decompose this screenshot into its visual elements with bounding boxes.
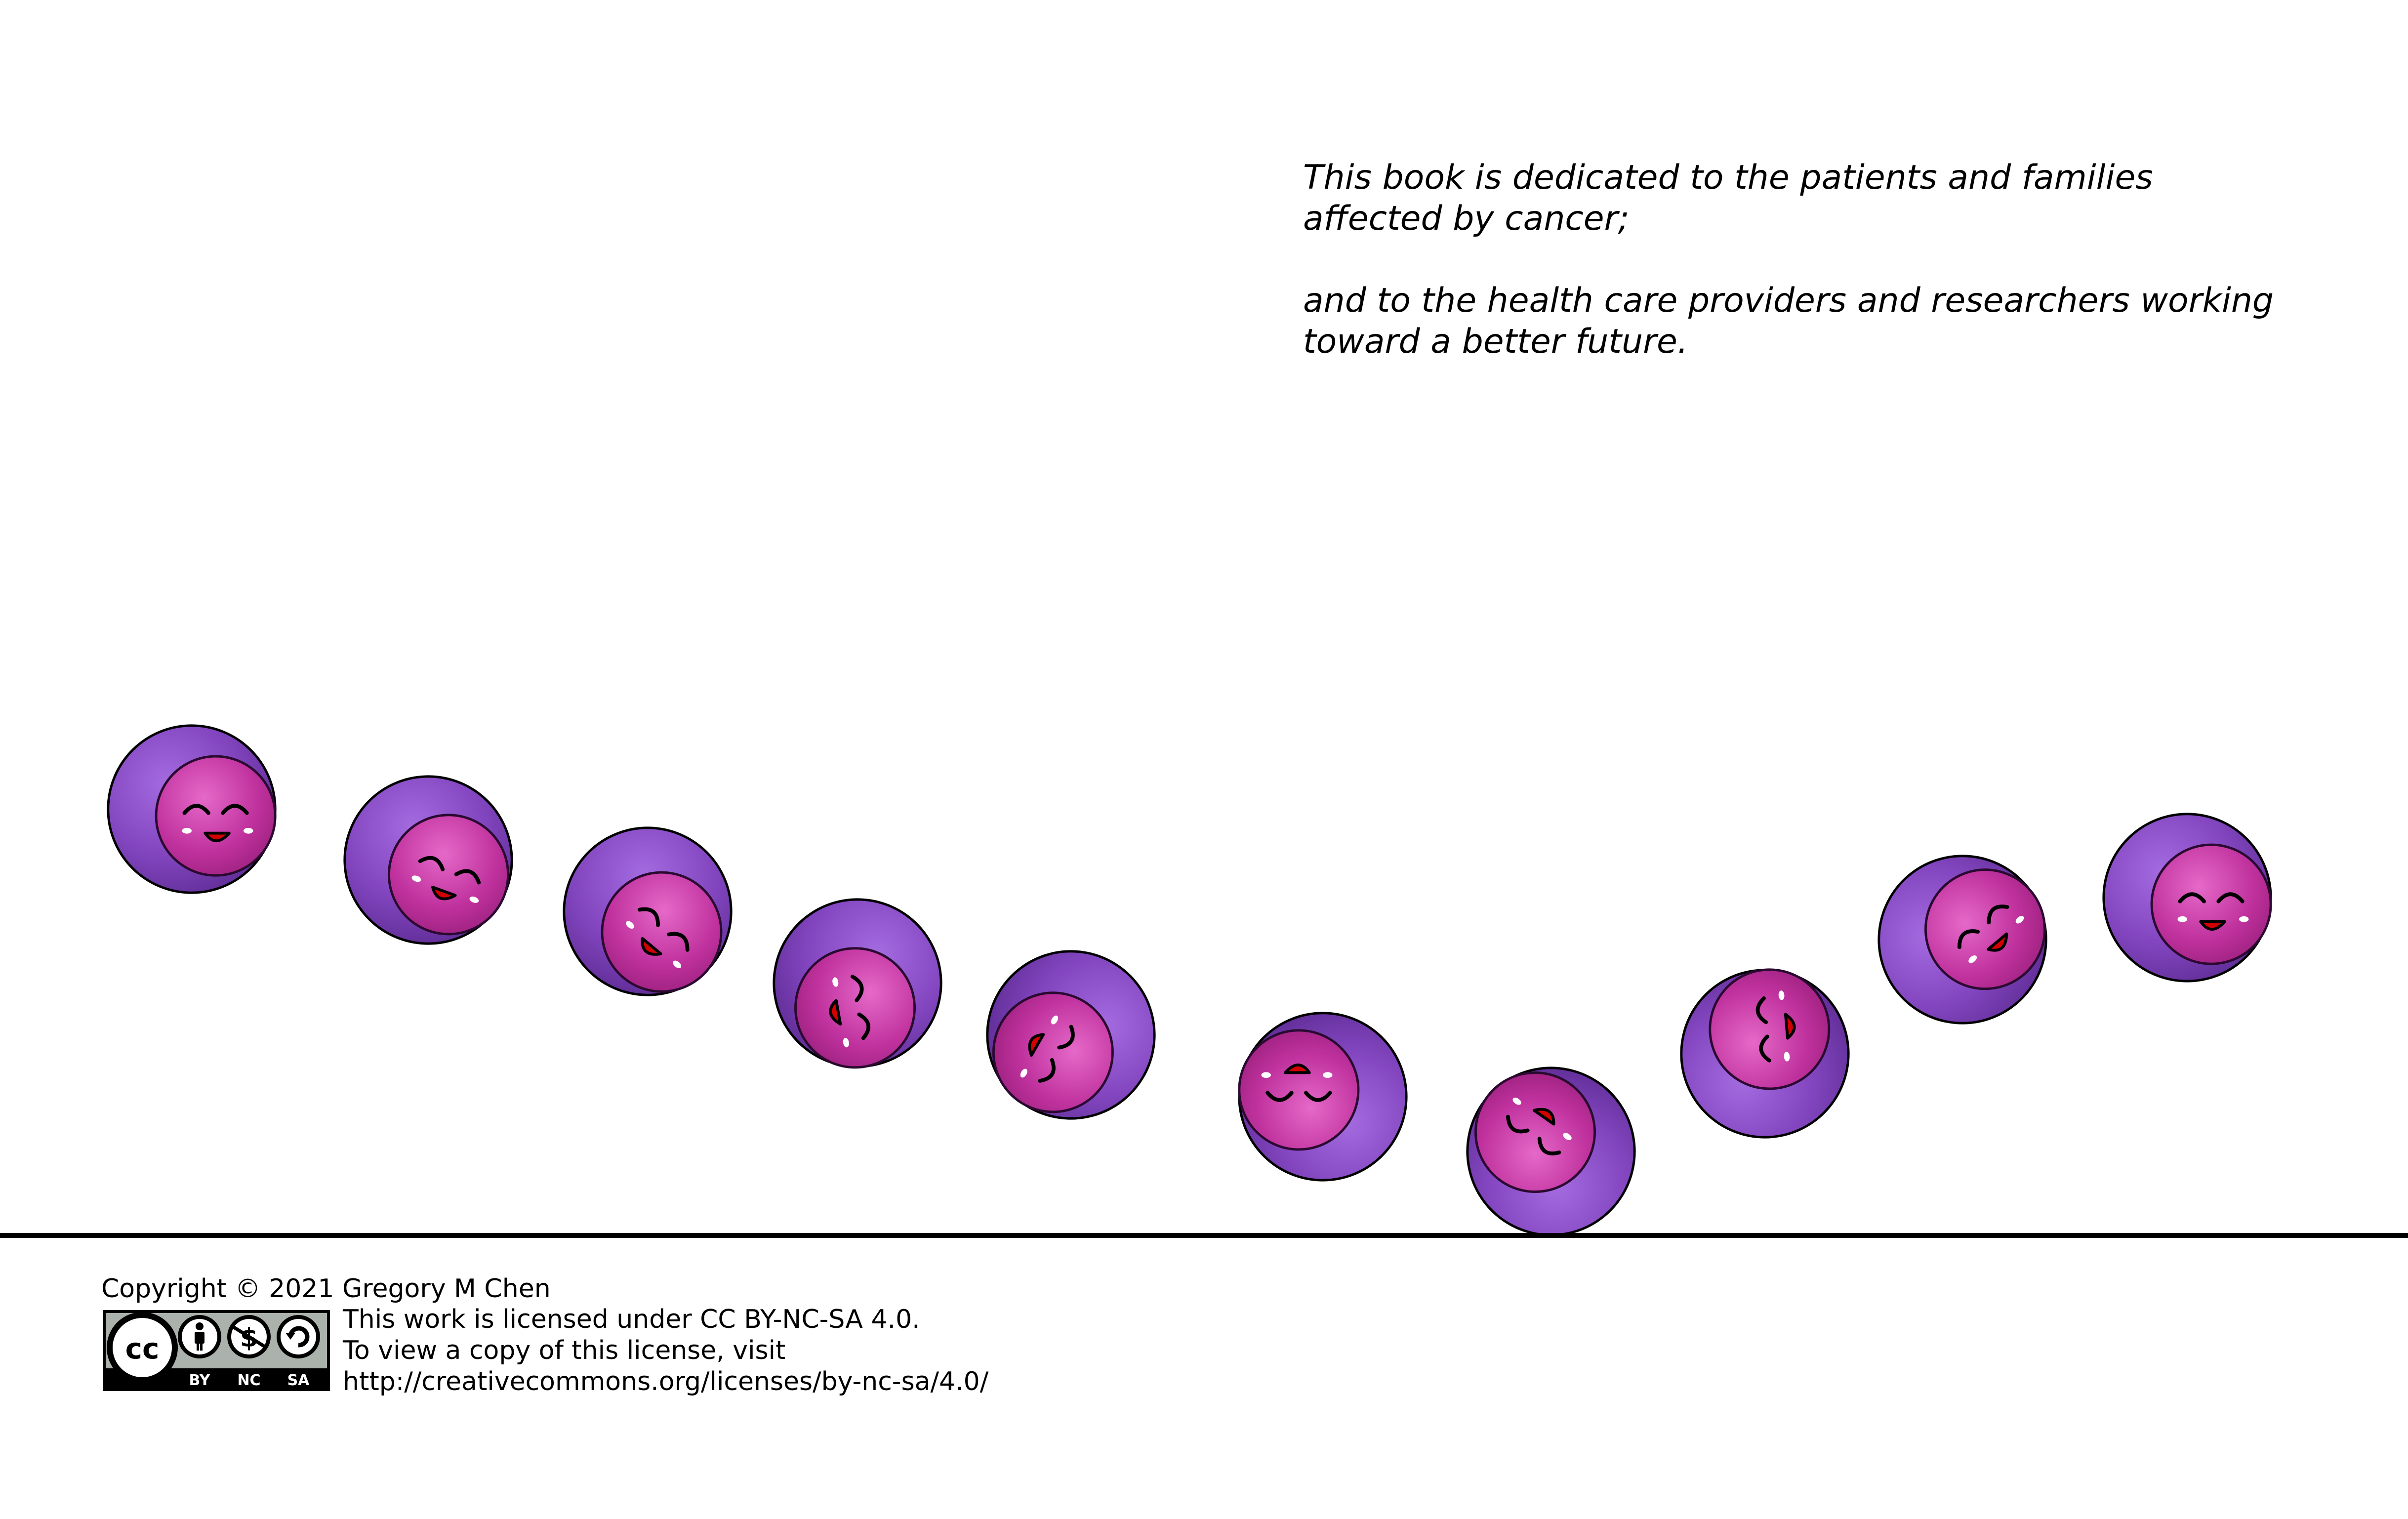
cell-9 <box>1845 822 2081 1058</box>
dedication-line-1: This book is dedicated to the patients a… <box>1303 158 2153 197</box>
cell-1 <box>108 726 275 893</box>
sharealike-icon <box>277 1315 320 1358</box>
badge-by-label: BY <box>189 1372 211 1389</box>
cell-10 <box>2104 814 2271 981</box>
license-text: This work is licensed under CC BY-NC-SA … <box>343 1304 988 1397</box>
cell-8 <box>1674 963 1856 1145</box>
cell-3 <box>530 794 766 1029</box>
dedication-line-2: affected by cancer; <box>1303 199 1630 238</box>
noncommercial-icon: $ <box>227 1315 271 1358</box>
cc-by-nc-sa-badge[interactable]: cc $ BY NC SA <box>103 1310 330 1391</box>
cc-icon: cc <box>107 1312 178 1383</box>
cell-6 <box>1239 1013 1406 1180</box>
cell-2 <box>321 753 535 967</box>
dedication-line-3: and to the health care providers and res… <box>1303 281 2274 320</box>
dedication-line-4: toward a better future. <box>1303 322 1688 361</box>
attribution-icon <box>178 1315 221 1358</box>
license-line-2: To view a copy of this license, visit <box>343 1336 786 1365</box>
ground-line <box>0 1233 2408 1238</box>
license-line-1: This work is licensed under CC BY-NC-SA … <box>343 1305 920 1334</box>
cell-4 <box>761 886 954 1080</box>
badge-nc-label: NC <box>237 1372 260 1389</box>
dedication: This book is dedicated to the patients a… <box>1303 157 2340 362</box>
license-url-link[interactable]: http://creativecommons.org/licenses/by-n… <box>343 1367 989 1396</box>
cc-label: cc <box>125 1332 160 1365</box>
copyright-notice: Copyright © 2021 Gregory M Chen <box>101 1274 551 1304</box>
cell-5 <box>957 921 1185 1149</box>
badge-sa-label: SA <box>287 1372 310 1389</box>
